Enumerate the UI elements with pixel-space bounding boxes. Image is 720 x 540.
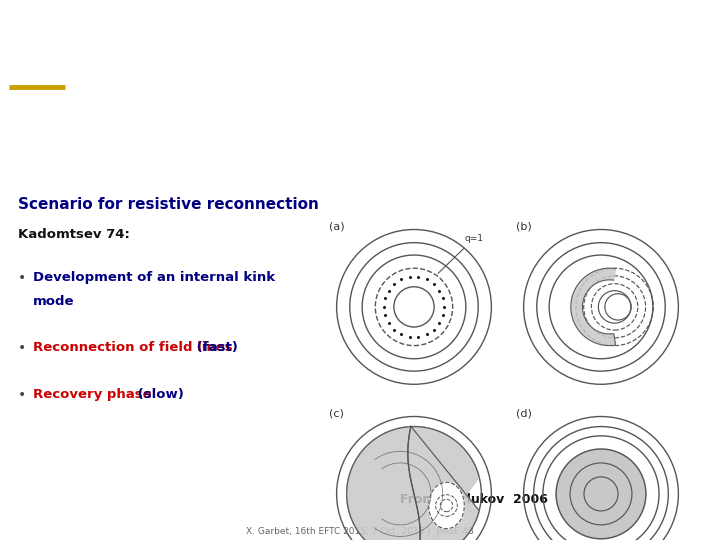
- Text: X. Garbet, 16th EFTC 2015, 7 Oct. 2015 |  PAGE 48: X. Garbet, 16th EFTC 2015, 7 Oct. 2015 |…: [246, 528, 474, 536]
- Text: (b): (b): [516, 222, 531, 232]
- Text: mode: mode: [33, 295, 74, 308]
- Text: q=1: q=1: [438, 234, 483, 273]
- Text: topology: reconnection: topology: reconnection: [238, 63, 482, 82]
- Text: •: •: [18, 271, 26, 285]
- Text: Reconnection of field lines: Reconnection of field lines: [33, 341, 233, 354]
- Text: •: •: [18, 388, 26, 402]
- Text: Scenario for resistive reconnection: Scenario for resistive reconnection: [18, 198, 319, 212]
- Text: From Merlukov  2006: From Merlukov 2006: [400, 494, 548, 507]
- Text: (d): (d): [516, 409, 532, 419]
- Text: Kadomtsev 74:: Kadomtsev 74:: [18, 228, 130, 241]
- Text: (a): (a): [329, 222, 344, 232]
- Text: cea: cea: [9, 22, 60, 49]
- Polygon shape: [347, 426, 480, 540]
- Text: •: •: [18, 341, 26, 355]
- Text: (fast): (fast): [192, 341, 238, 354]
- Text: Recovery phase: Recovery phase: [33, 388, 152, 401]
- Text: irfm: irfm: [663, 35, 690, 49]
- Polygon shape: [571, 268, 616, 346]
- Polygon shape: [428, 482, 464, 529]
- Text: (c): (c): [329, 409, 343, 419]
- Text: Development of an internal kink: Development of an internal kink: [33, 272, 275, 285]
- Text: (slow): (slow): [133, 388, 184, 401]
- Circle shape: [556, 449, 646, 539]
- Text: Related to a reorganisation of the magnetic: Related to a reorganisation of the magne…: [128, 21, 592, 39]
